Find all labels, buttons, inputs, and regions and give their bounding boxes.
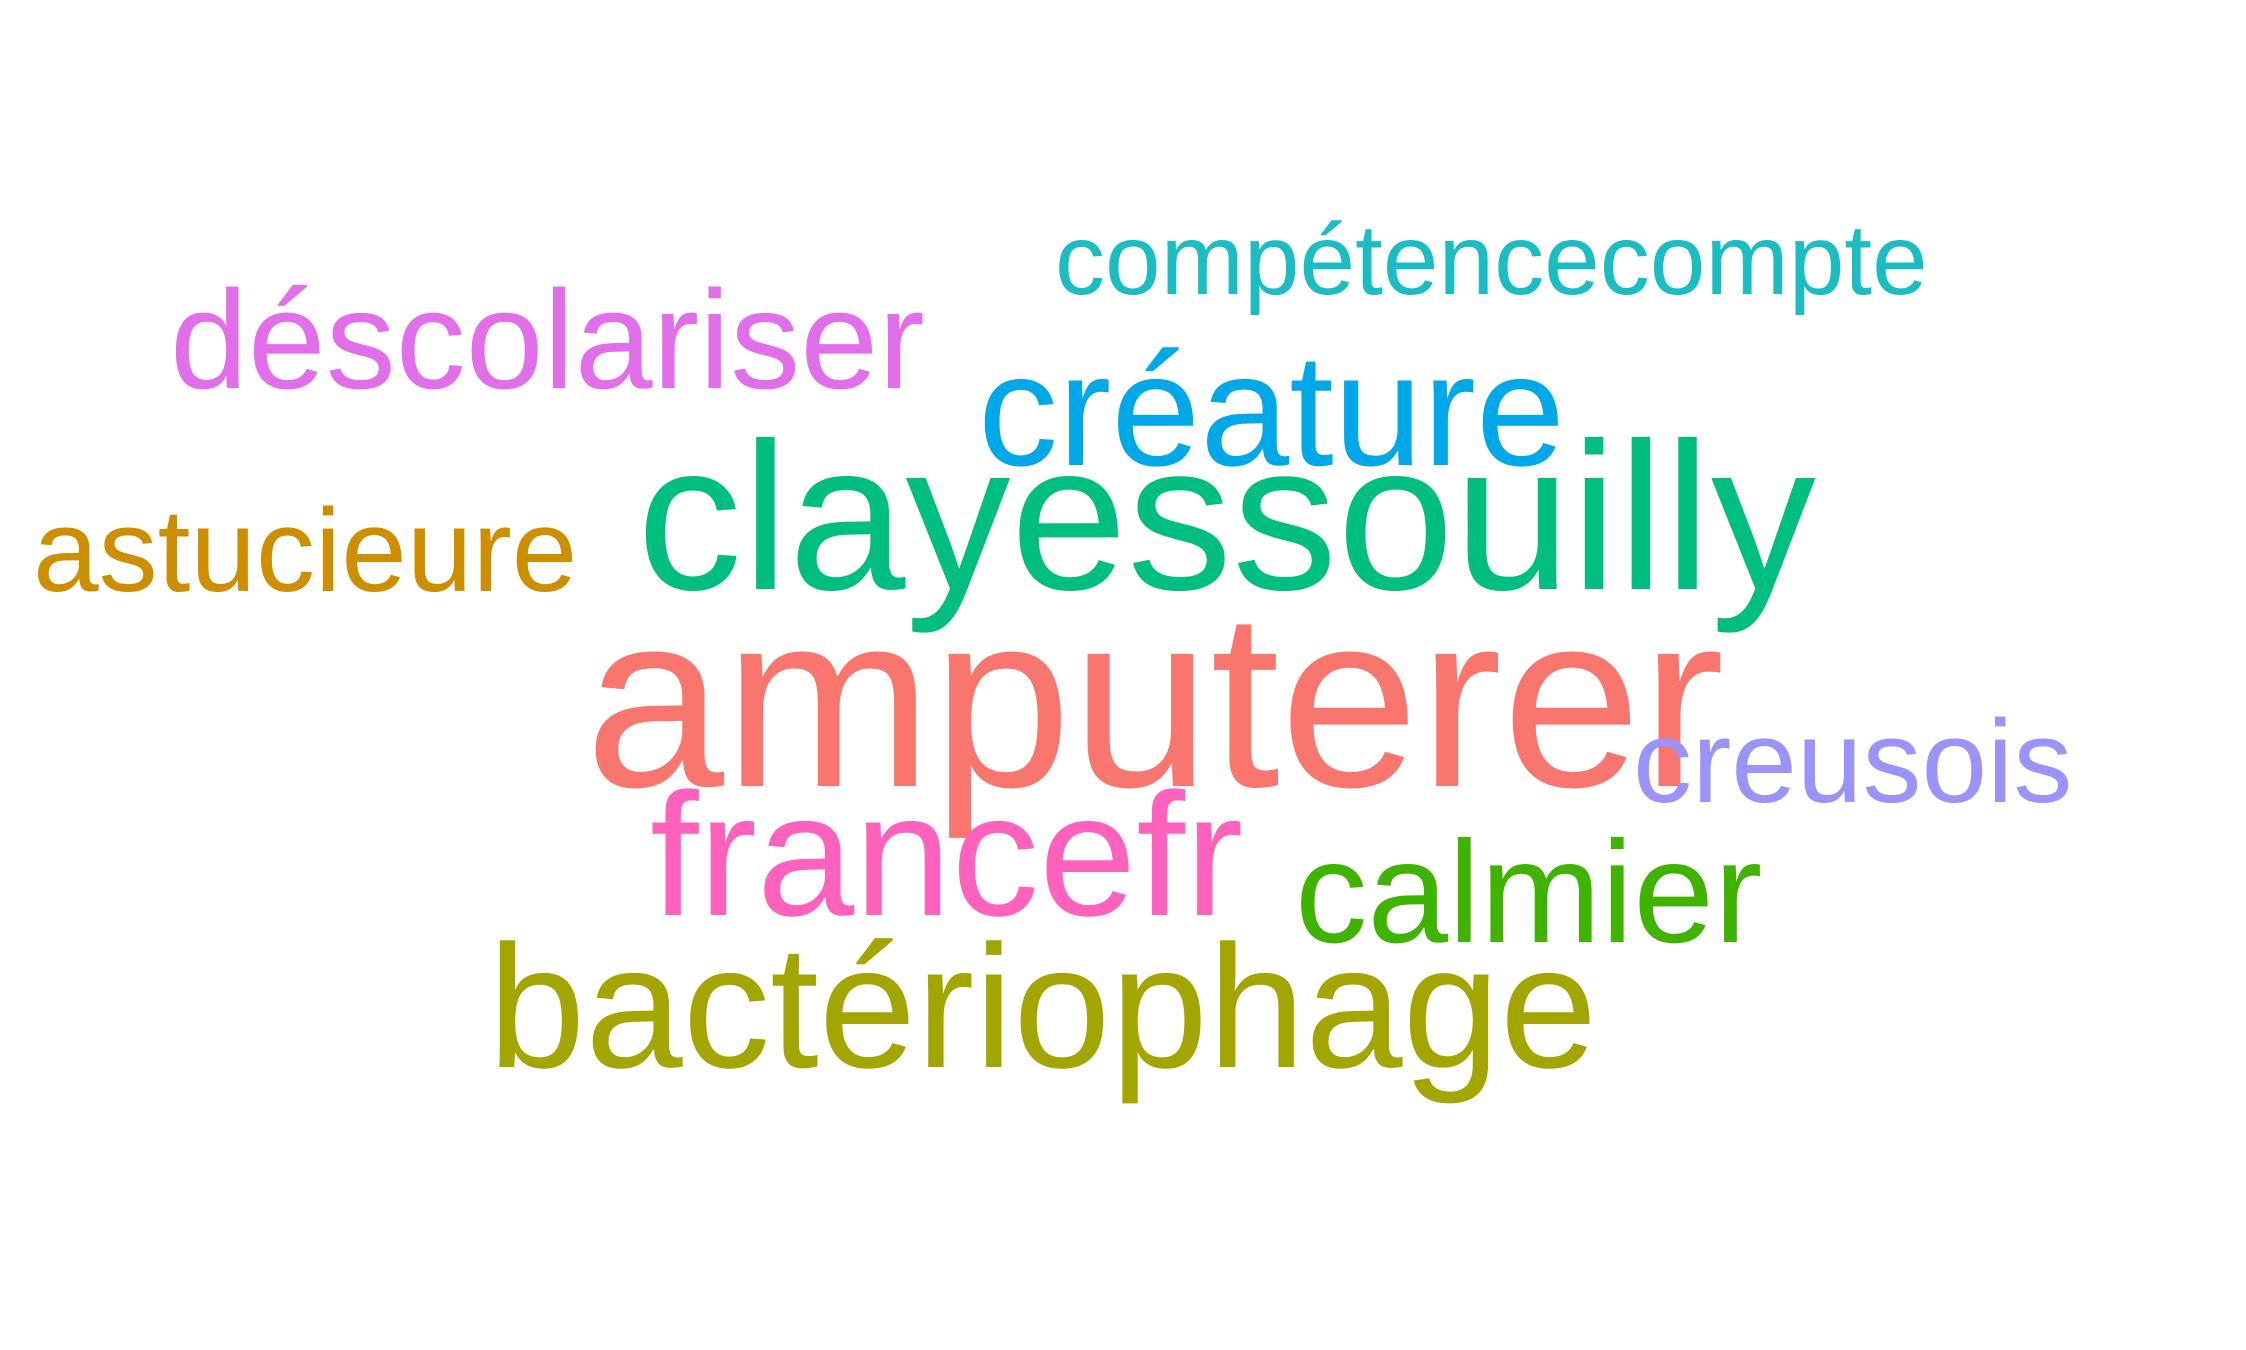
word-bacteriophage: bactériophage — [488, 910, 1598, 1105]
word-descolariser: déscolariser — [170, 261, 925, 418]
word-clayessouilly: clayessouilly — [637, 399, 1816, 634]
word-creusois: creusois — [1633, 696, 2073, 828]
word-competencecompte: compétencecompte — [1055, 204, 1928, 316]
word-astucieure: astucieure — [33, 485, 578, 617]
word-amputerer: amputerer — [585, 560, 1725, 839]
word-creature: créature — [978, 320, 1565, 499]
word-francefr: francefr — [650, 758, 1244, 953]
word-calmier: calmier — [1295, 811, 1763, 973]
